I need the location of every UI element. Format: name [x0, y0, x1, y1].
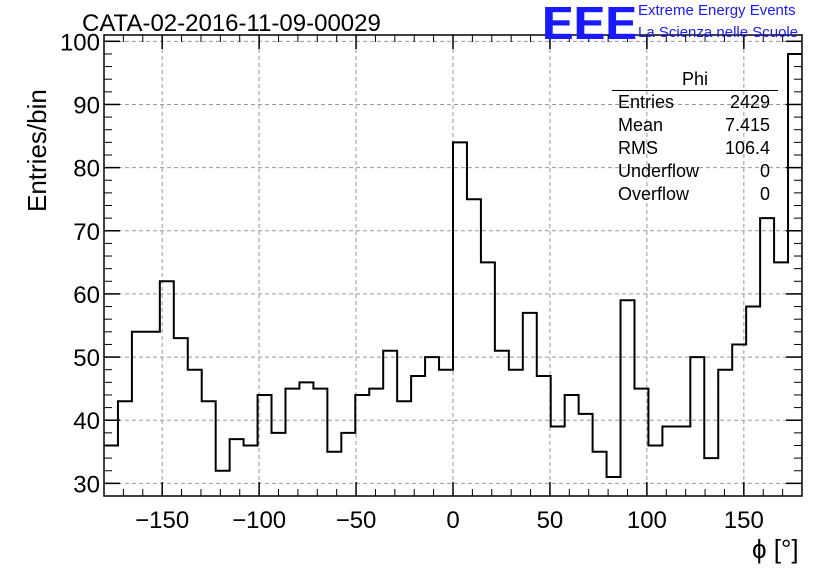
- stats-row-entries: Entries 2429: [612, 91, 778, 114]
- y-tick-label: 30: [73, 471, 100, 498]
- x-tick-label: −50: [336, 507, 377, 534]
- stat-value: 7.415: [724, 115, 770, 135]
- stat-value: 0: [759, 161, 770, 181]
- stats-row-underflow: Underflow 0: [612, 160, 778, 183]
- stat-label: RMS: [618, 138, 658, 158]
- y-tick-label: 90: [73, 92, 100, 119]
- stats-box: Phi Entries 2429 Mean 7.415 RMS 106.4 Un…: [612, 68, 778, 206]
- stat-value: 2429: [729, 92, 770, 112]
- x-tick-label: −100: [232, 507, 286, 534]
- x-tick-label: 100: [627, 507, 667, 534]
- axis-ticks: [103, 35, 803, 496]
- stats-row-overflow: Overflow 0: [612, 183, 778, 206]
- stats-row-rms: RMS 106.4: [612, 137, 778, 160]
- stat-value: 106.4: [724, 138, 770, 158]
- y-axis-label: Entries/bin: [22, 89, 52, 212]
- y-tick-label: 50: [73, 345, 100, 372]
- tick-labels: −150 −100 −50 0 50 100 150 30 40 50 60 70 80 90 100: [60, 29, 764, 534]
- x-tick-label: 150: [724, 507, 764, 534]
- y-tick-label: 70: [73, 219, 100, 246]
- x-tick-label: 50: [537, 507, 564, 534]
- y-tick-label: 80: [73, 156, 100, 183]
- brand-line-1: Extreme Energy Events: [638, 2, 796, 19]
- x-axis-label: ϕ [°]: [752, 534, 799, 564]
- brand-line-2: La Scienza nelle Scuole: [638, 24, 799, 41]
- x-tick-label: 0: [446, 507, 459, 534]
- histogram-line: [104, 52, 802, 479]
- stat-label: Overflow: [618, 184, 690, 204]
- stat-value: 0: [759, 184, 770, 204]
- stat-label: Underflow: [618, 161, 700, 181]
- chart-title: CATA-02-2016-11-09-00029: [82, 10, 381, 37]
- stats-row-mean: Mean 7.415: [612, 114, 778, 137]
- x-tick-label: −150: [135, 507, 189, 534]
- y-tick-label: 60: [73, 282, 100, 309]
- stat-label: Entries: [618, 92, 675, 112]
- stat-label: Mean: [618, 115, 664, 135]
- y-tick-label: 40: [73, 408, 100, 435]
- eee-logo: EEE: [542, 0, 638, 49]
- stats-title: Phi: [612, 68, 778, 91]
- y-tick-label: 100: [60, 29, 100, 56]
